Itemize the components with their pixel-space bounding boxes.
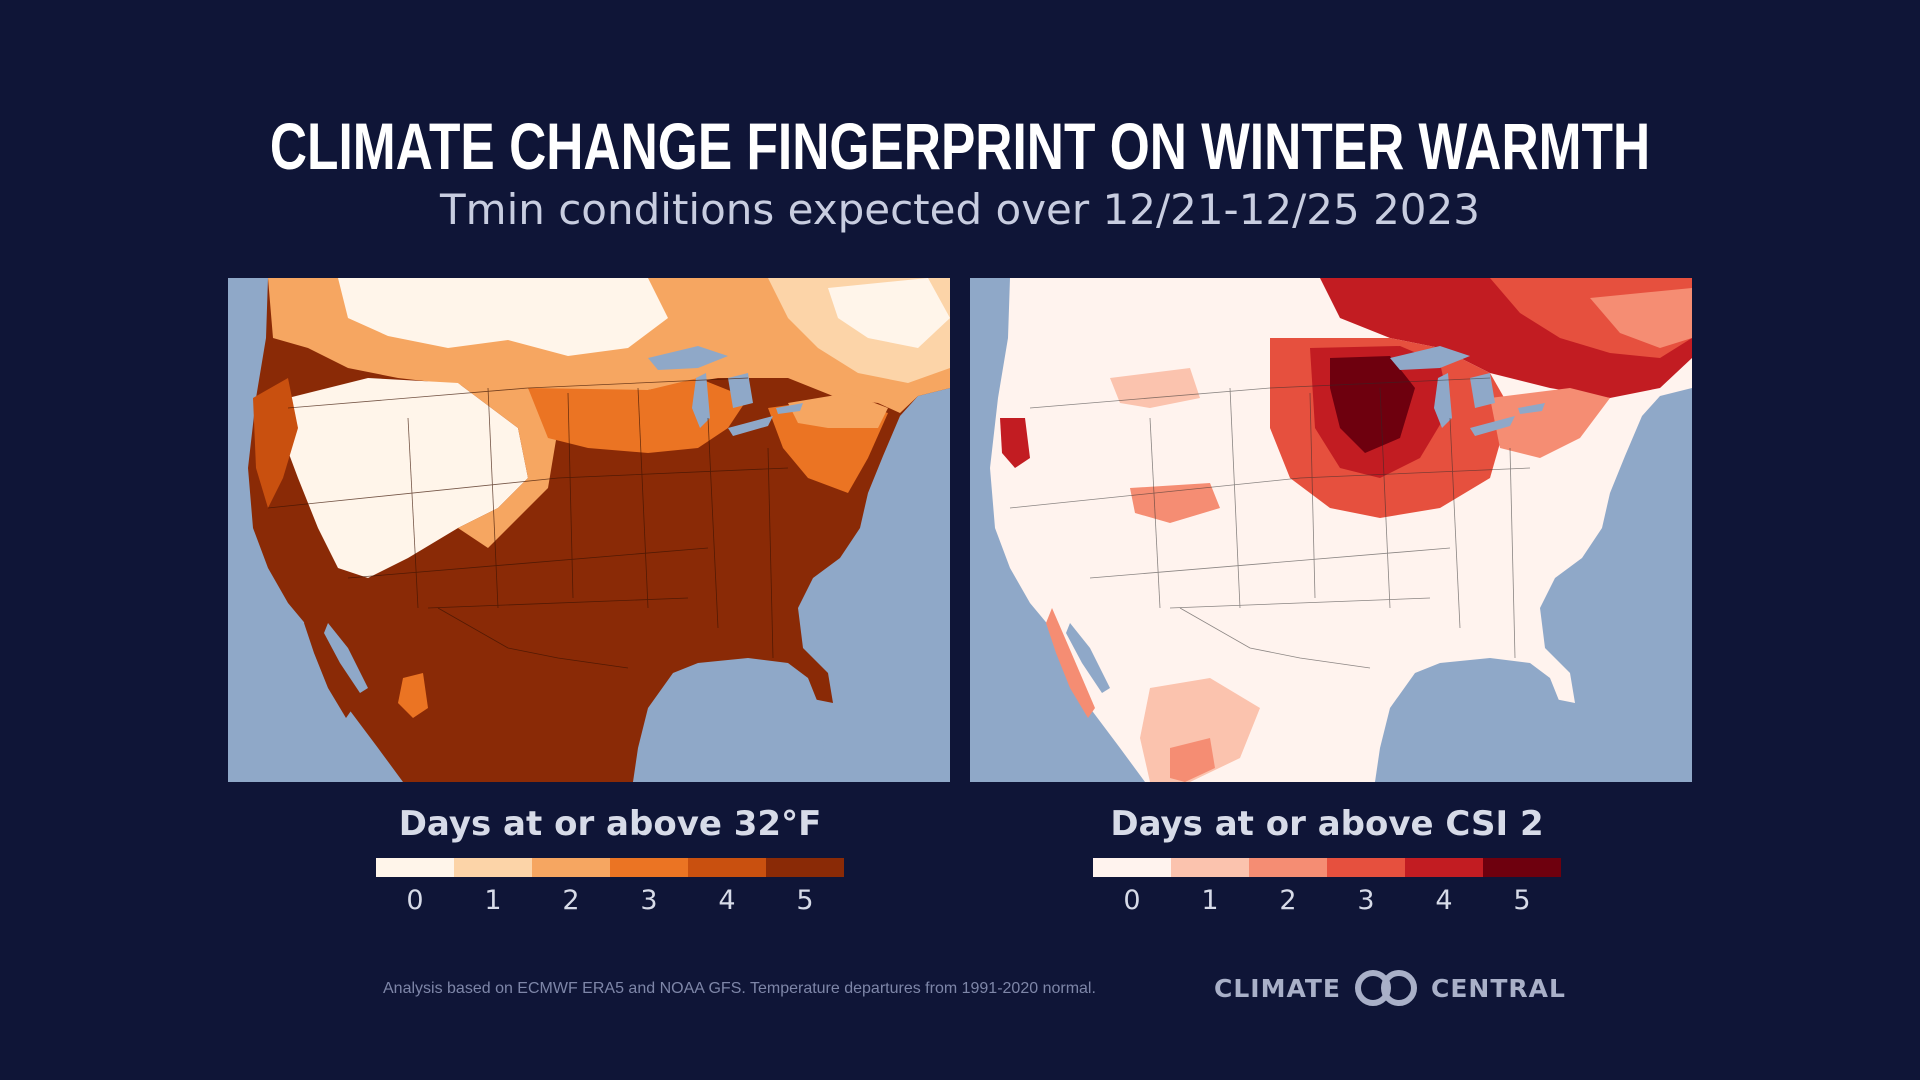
legend-ticks: 0 1 2 3 4 5 bbox=[1093, 885, 1561, 916]
lake-huron bbox=[1470, 373, 1495, 408]
legend-swatch bbox=[454, 858, 532, 877]
page-title: Climate Change Fingerprint on Winter War… bbox=[269, 109, 1651, 183]
legend-swatch bbox=[1093, 858, 1171, 877]
climate-central-logo: CLIMATE CENTRAL bbox=[1214, 966, 1566, 1010]
legend-tick: 5 bbox=[796, 885, 814, 916]
region-texas-spot bbox=[1170, 738, 1215, 782]
logo-text-right: CENTRAL bbox=[1431, 973, 1566, 1003]
region-mexico-plateau bbox=[398, 673, 428, 718]
logo-rings-icon bbox=[1355, 970, 1417, 1006]
legend-tick: 3 bbox=[640, 885, 658, 916]
state-borders bbox=[1009, 377, 1531, 669]
legend-color-bar bbox=[376, 858, 844, 877]
region-west-spots bbox=[1110, 368, 1200, 408]
gulf-of-mexico bbox=[633, 658, 828, 782]
state-borders bbox=[267, 377, 789, 669]
baja-peninsula bbox=[1046, 608, 1095, 718]
legend-color-bar bbox=[1093, 858, 1561, 877]
lake-erie bbox=[1470, 416, 1515, 436]
region-northeast bbox=[1490, 388, 1610, 458]
legend-tick: 1 bbox=[1201, 885, 1219, 916]
region-rockies-edge bbox=[458, 383, 558, 548]
legend-tick: 2 bbox=[562, 885, 580, 916]
legend-swatch bbox=[1171, 858, 1249, 877]
gulf-of-california bbox=[324, 623, 368, 693]
legend-swatch bbox=[610, 858, 688, 877]
legend-tick: 3 bbox=[1357, 885, 1375, 916]
lake-erie bbox=[728, 416, 773, 436]
region-upper-midwest bbox=[528, 378, 748, 453]
lake-ontario bbox=[1518, 403, 1545, 414]
gulf-of-california bbox=[1066, 623, 1110, 693]
lake-michigan bbox=[692, 373, 710, 428]
legend-swatch bbox=[376, 858, 454, 877]
legend-tick: 0 bbox=[1123, 885, 1141, 916]
map-days-above-32f bbox=[228, 278, 950, 782]
legend-swatch bbox=[1249, 858, 1327, 877]
legend-tick: 4 bbox=[718, 885, 736, 916]
lake-ontario bbox=[776, 403, 803, 414]
lake-michigan bbox=[1434, 373, 1452, 428]
lake-superior bbox=[648, 346, 728, 370]
legend-tick: 5 bbox=[1513, 885, 1531, 916]
lake-huron bbox=[728, 373, 753, 408]
legend-title: Days at or above 32°F bbox=[398, 804, 822, 844]
page-subtitle: Tmin conditions expected over 12/21-12/2… bbox=[440, 185, 1480, 234]
legend-tick: 4 bbox=[1435, 885, 1453, 916]
region-nevada-spot bbox=[1000, 418, 1030, 468]
lake-superior bbox=[1390, 346, 1470, 370]
legend-ticks: 0 1 2 3 4 5 bbox=[376, 885, 844, 916]
logo-text-left: CLIMATE bbox=[1214, 973, 1341, 1003]
legend-swatch bbox=[532, 858, 610, 877]
region-quebec-inner bbox=[828, 278, 950, 348]
legend-swatch bbox=[688, 858, 766, 877]
legend-tick: 0 bbox=[406, 885, 424, 916]
region-midwest-peak bbox=[1330, 356, 1415, 453]
legend-swatch bbox=[1327, 858, 1405, 877]
region-rockies bbox=[283, 378, 528, 578]
legend-tick: 2 bbox=[1279, 885, 1297, 916]
map-csi2-graphic bbox=[990, 278, 1692, 782]
region-northeast-cold bbox=[788, 393, 888, 428]
baja-peninsula bbox=[304, 608, 353, 718]
legend-swatch bbox=[1405, 858, 1483, 877]
legend-swatch bbox=[1483, 858, 1561, 877]
region-pacific-nw bbox=[253, 378, 298, 508]
legend-title: Days at or above CSI 2 bbox=[1110, 804, 1544, 844]
region-canada-cool bbox=[1590, 288, 1692, 348]
map-32f-graphic bbox=[248, 278, 950, 782]
footnote: Analysis based on ECMWF ERA5 and NOAA GF… bbox=[383, 980, 1096, 997]
map-days-above-csi2 bbox=[970, 278, 1692, 782]
region-canada-light bbox=[338, 278, 668, 356]
legend-csi2: Days at or above CSI 2 0 1 2 3 4 5 bbox=[1092, 804, 1562, 916]
legend-32f: Days at or above 32°F 0 1 2 3 4 5 bbox=[375, 804, 845, 916]
legend-tick: 1 bbox=[484, 885, 502, 916]
gulf-of-mexico bbox=[1375, 658, 1570, 782]
legend-swatch bbox=[766, 858, 844, 877]
